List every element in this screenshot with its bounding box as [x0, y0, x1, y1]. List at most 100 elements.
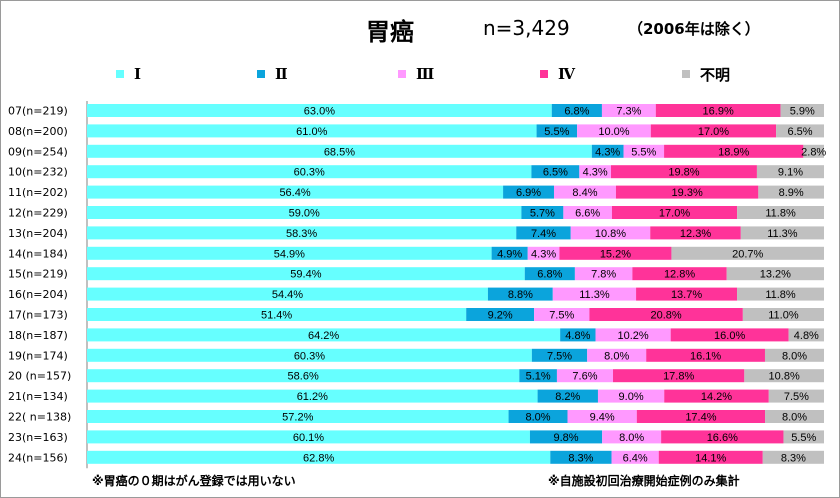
bar-segment — [658, 450, 763, 464]
data-label: 6.5% — [788, 126, 813, 138]
bar-segment — [776, 124, 824, 138]
bar-segment — [87, 226, 517, 240]
bar-segment — [587, 348, 647, 362]
data-label: 8.3% — [568, 452, 593, 464]
bar-segment — [559, 246, 672, 260]
data-label: 9.1% — [778, 167, 803, 179]
data-label: 54.9% — [274, 248, 305, 260]
category-label: 20 (n=157) — [8, 370, 71, 383]
bar-segment — [737, 287, 824, 301]
data-label: 59.4% — [290, 269, 321, 281]
data-label: 5.7% — [530, 208, 555, 220]
category-label: 14(n=184) — [8, 247, 68, 260]
bar-segment — [803, 144, 824, 158]
data-label: 12.3% — [680, 228, 711, 240]
bar-segment — [579, 165, 612, 179]
category-label: 16(n=204) — [8, 288, 68, 301]
data-label: 5.1% — [526, 371, 551, 383]
bar-segment — [87, 348, 532, 362]
bar-segment — [655, 104, 781, 117]
data-label: 58.6% — [288, 371, 319, 383]
bar-segment — [87, 328, 561, 342]
data-label: 14.2% — [701, 391, 732, 403]
data-label: 5.9% — [790, 106, 815, 118]
bar-segment — [570, 226, 651, 240]
data-label: 58.3% — [286, 228, 317, 240]
category-label: 09(n=254) — [8, 145, 68, 158]
legend-item-unknown: 不明 — [682, 64, 730, 84]
bar-segment — [737, 206, 824, 219]
data-label: 9.0% — [619, 391, 644, 403]
data-label: 20.7% — [732, 248, 763, 260]
bar-segment — [550, 450, 612, 464]
bar-segment — [524, 267, 575, 281]
bar-segment — [765, 410, 824, 423]
bar-segment — [537, 389, 598, 403]
data-label: 4.9% — [497, 248, 522, 260]
category-label: 12(n=229) — [8, 207, 68, 220]
data-label: 20.8% — [651, 310, 682, 322]
data-label: 8.2% — [555, 391, 580, 403]
title-note: （2006年は除く） — [628, 20, 760, 38]
data-label: 64.2% — [308, 330, 339, 342]
data-label: 6.9% — [516, 187, 541, 199]
category-label: 18(n=187) — [8, 329, 68, 342]
bar-segment — [632, 267, 727, 281]
bar-segment — [87, 369, 520, 383]
legend-swatch-stage2 — [257, 70, 265, 78]
category-label: 15(n=219) — [8, 268, 68, 281]
bar-segment — [601, 104, 656, 117]
data-label: 6.8% — [537, 269, 562, 281]
bar-segment — [466, 308, 535, 321]
data-label: 12.8% — [664, 269, 695, 281]
bar-segment — [87, 185, 504, 199]
category-label: 23(n=163) — [8, 431, 68, 444]
bar-segment — [623, 144, 665, 158]
bar-segment — [661, 430, 784, 444]
data-label: 15.2% — [600, 248, 631, 260]
bar-segment — [87, 389, 538, 403]
bar-segment — [87, 430, 530, 444]
data-label: 9.8% — [554, 432, 579, 444]
data-label: 62.8% — [303, 452, 334, 464]
bar-segment — [491, 246, 528, 260]
bar-segment — [529, 430, 603, 444]
bar-segment — [519, 369, 557, 383]
bar-segment — [650, 124, 777, 138]
data-label: 8.8% — [508, 289, 533, 301]
data-label: 8.4% — [572, 187, 597, 199]
category-label: 07(n=219) — [8, 105, 68, 118]
bar-segment — [531, 165, 580, 179]
data-label: 63.0% — [304, 106, 335, 118]
legend-swatch-stage1 — [116, 70, 124, 78]
data-label: 4.3% — [531, 248, 556, 260]
bar-segment — [87, 308, 467, 321]
sample-size-label: n=3,429 — [483, 16, 570, 40]
data-label: 6.6% — [575, 208, 600, 220]
legend-item-stage3: Ⅲ — [398, 64, 434, 84]
legend-label-stage3: Ⅲ — [416, 65, 435, 83]
bar-segment — [87, 144, 592, 158]
data-label: 17.0% — [698, 126, 729, 138]
bar-segment — [611, 450, 659, 464]
bar-segment — [671, 246, 824, 260]
bar-segment — [611, 206, 738, 219]
data-label: 19.3% — [672, 187, 703, 199]
data-label: 11.3% — [767, 228, 798, 240]
data-label: 8.9% — [779, 187, 804, 199]
bar-segment — [591, 144, 624, 158]
bar-segment — [650, 226, 741, 240]
data-label: 57.2% — [282, 412, 313, 424]
data-label: 16.9% — [703, 106, 734, 118]
bar-segment — [670, 328, 789, 342]
legend-label-stage1: Ⅰ — [134, 65, 142, 83]
bar-segment — [762, 450, 824, 464]
bar-segment — [574, 267, 633, 281]
bar-segment — [503, 185, 554, 199]
legend-label-stage4: Ⅳ — [558, 65, 576, 83]
data-label: 17.4% — [685, 412, 716, 424]
legend-swatch-stage3 — [398, 70, 406, 78]
chart-title: 胃癌 — [366, 18, 414, 46]
data-label: 10.8% — [595, 228, 626, 240]
bar-segment — [740, 226, 824, 240]
